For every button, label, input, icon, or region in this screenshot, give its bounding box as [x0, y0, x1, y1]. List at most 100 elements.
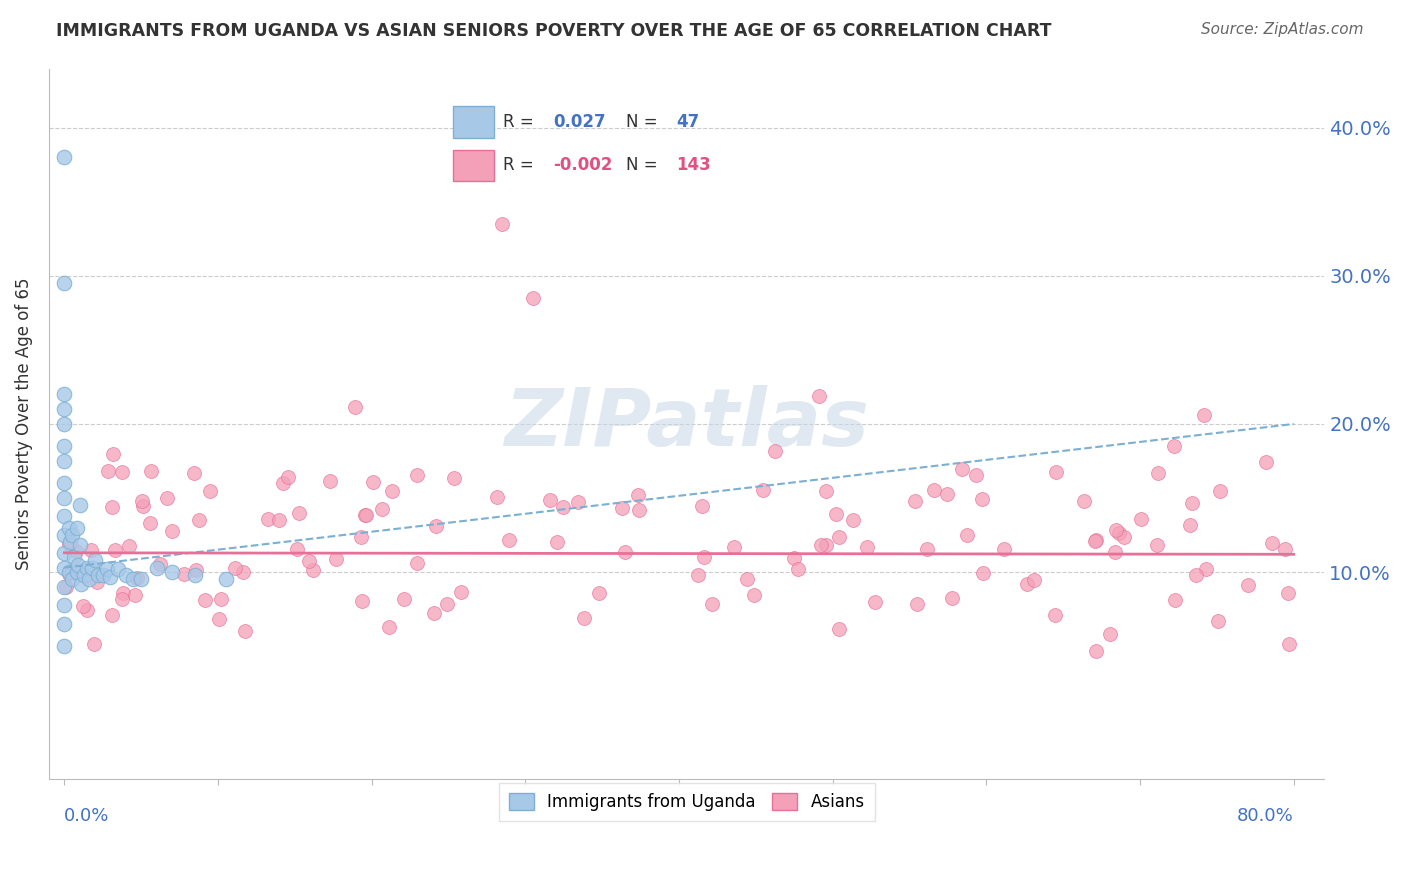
- Point: [538, 493, 561, 508]
- Point: [80, 560, 103, 574]
- Point: [690, 499, 713, 513]
- Point: [1105, 523, 1128, 537]
- Point: [53, 560, 76, 574]
- Point: [198, 484, 221, 499]
- Point: [80, 542, 103, 557]
- Point: [1045, 607, 1067, 622]
- Point: [76, 603, 98, 617]
- Point: [53, 417, 76, 431]
- Point: [443, 471, 465, 485]
- Point: [828, 530, 851, 544]
- Point: [406, 557, 429, 571]
- Point: [1277, 586, 1299, 600]
- Point: [1022, 573, 1045, 587]
- Point: [232, 565, 254, 579]
- Point: [288, 506, 311, 520]
- Point: [62, 550, 84, 565]
- Point: [742, 588, 765, 602]
- Point: [763, 443, 786, 458]
- Point: [856, 541, 879, 555]
- Point: [101, 607, 124, 622]
- Point: [1112, 530, 1135, 544]
- Point: [1130, 512, 1153, 526]
- Point: [343, 400, 366, 414]
- Point: [114, 568, 136, 582]
- Text: IMMIGRANTS FROM UGANDA VS ASIAN SENIORS POVERTY OVER THE AGE OF 65 CORRELATION C: IMMIGRANTS FROM UGANDA VS ASIAN SENIORS …: [56, 22, 1052, 40]
- Point: [53, 491, 76, 505]
- Point: [551, 500, 574, 514]
- Point: [84, 553, 107, 567]
- Point: [1192, 409, 1215, 423]
- Point: [194, 592, 217, 607]
- Point: [572, 611, 595, 625]
- Point: [863, 595, 886, 609]
- Point: [215, 573, 238, 587]
- Text: Source: ZipAtlas.com: Source: ZipAtlas.com: [1201, 22, 1364, 37]
- Point: [354, 508, 377, 522]
- Point: [325, 552, 347, 566]
- Point: [83, 637, 105, 651]
- Point: [53, 580, 76, 594]
- Point: [1164, 593, 1187, 607]
- Point: [423, 607, 446, 621]
- Point: [1104, 545, 1126, 559]
- Point: [1185, 567, 1208, 582]
- Point: [132, 500, 155, 514]
- Text: 0.0%: 0.0%: [65, 807, 110, 825]
- Point: [378, 620, 401, 634]
- Point: [129, 573, 152, 587]
- Point: [122, 573, 145, 587]
- Point: [627, 488, 650, 502]
- Point: [91, 568, 114, 582]
- Point: [567, 495, 589, 509]
- Point: [96, 562, 118, 576]
- Point: [65, 544, 87, 558]
- Point: [450, 585, 472, 599]
- Point: [381, 483, 404, 498]
- Point: [828, 622, 851, 636]
- Point: [1084, 643, 1107, 657]
- Point: [436, 597, 458, 611]
- Point: [361, 475, 384, 489]
- Point: [1073, 493, 1095, 508]
- Point: [1015, 577, 1038, 591]
- Y-axis label: Seniors Poverty Over the Age of 65: Seniors Poverty Over the Age of 65: [15, 277, 32, 570]
- Point: [815, 538, 838, 552]
- Point: [405, 468, 427, 483]
- Text: ZIPatlas: ZIPatlas: [505, 385, 869, 463]
- Point: [53, 639, 76, 653]
- Point: [160, 524, 183, 538]
- Point: [107, 562, 129, 576]
- Point: [972, 566, 994, 581]
- Point: [752, 483, 775, 498]
- Point: [53, 546, 76, 560]
- Point: [53, 150, 76, 164]
- Point: [941, 591, 963, 605]
- Point: [1147, 466, 1170, 480]
- Point: [498, 533, 520, 547]
- Point: [184, 568, 207, 582]
- Point: [1208, 615, 1230, 629]
- Point: [267, 513, 290, 527]
- Point: [160, 565, 183, 579]
- Point: [55, 580, 77, 594]
- Point: [188, 513, 211, 527]
- Point: [392, 591, 415, 606]
- Point: [103, 447, 125, 461]
- Point: [522, 291, 544, 305]
- Point: [810, 538, 832, 552]
- Point: [156, 491, 179, 505]
- Point: [60, 573, 83, 587]
- Point: [111, 592, 134, 607]
- Point: [1099, 627, 1122, 641]
- Point: [1084, 533, 1107, 547]
- Point: [59, 535, 82, 549]
- Point: [208, 612, 231, 626]
- Point: [349, 530, 371, 544]
- Point: [53, 598, 76, 612]
- Point: [371, 501, 394, 516]
- Point: [546, 534, 568, 549]
- Point: [101, 500, 124, 514]
- Point: [1274, 541, 1296, 556]
- Point: [77, 573, 100, 587]
